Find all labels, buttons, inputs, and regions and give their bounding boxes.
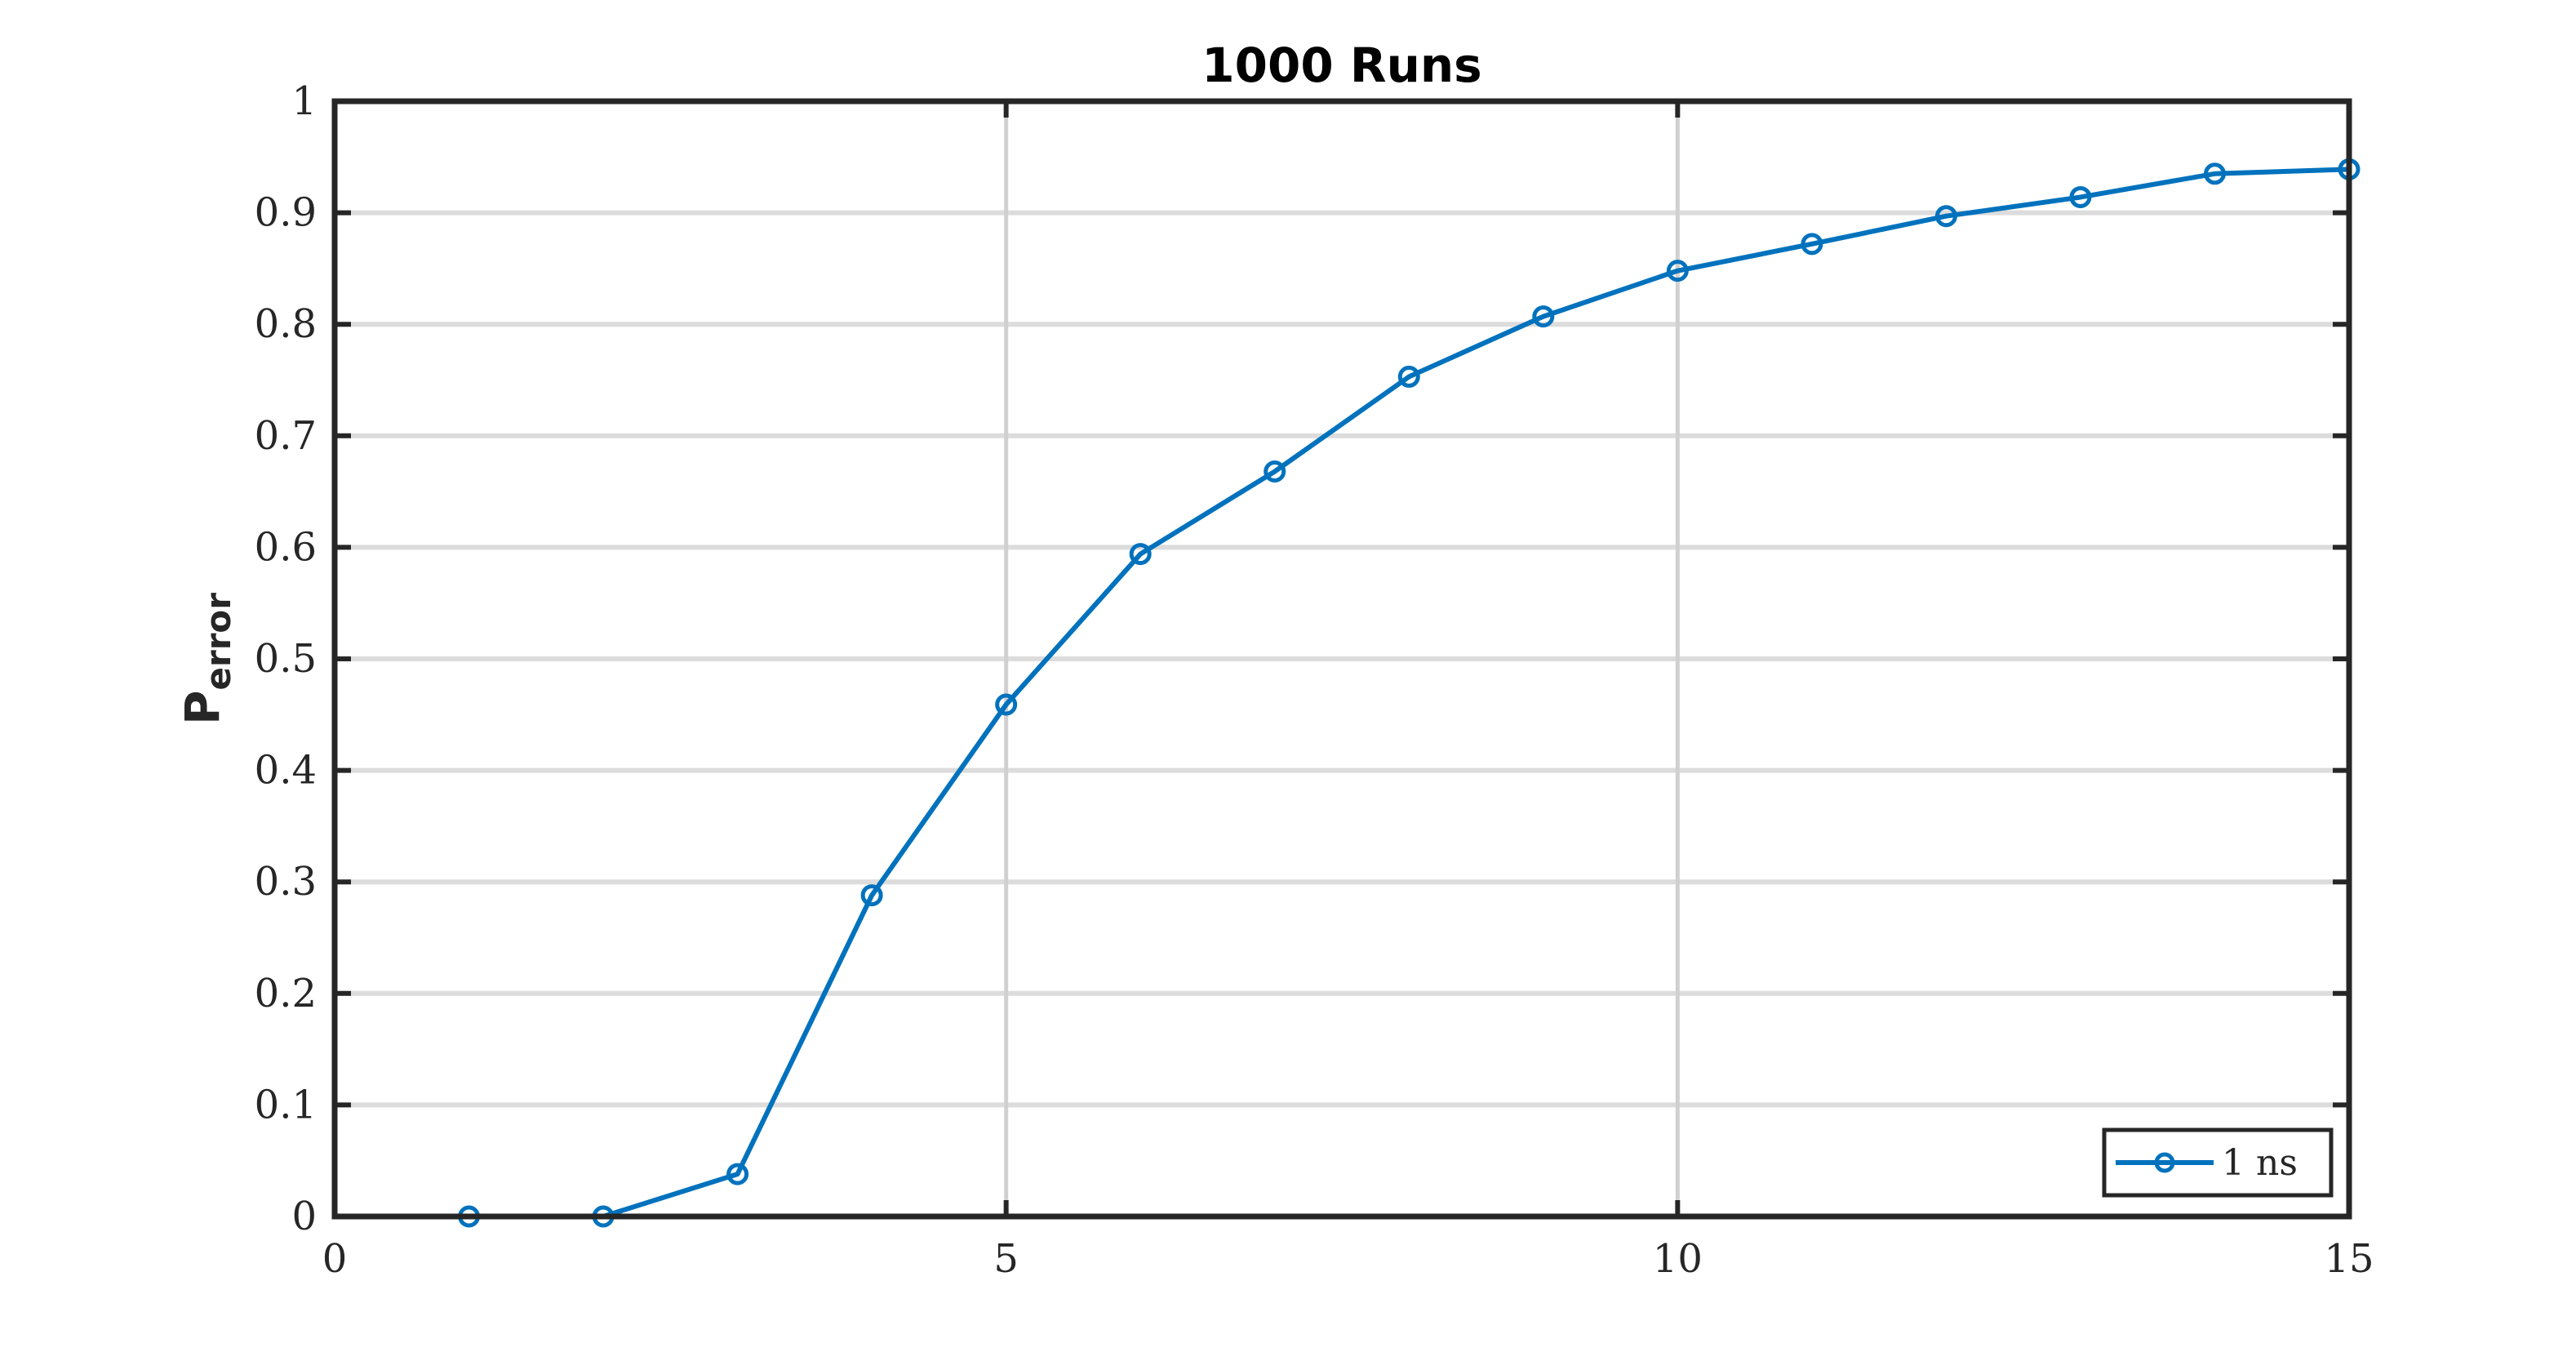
- y-tick-label: 0.3: [255, 859, 317, 905]
- legend-entry-label: 1 ns: [2222, 1142, 2298, 1184]
- x-tick-label: 15: [2324, 1236, 2374, 1282]
- y-tick-label: 0.7: [255, 413, 317, 459]
- y-tick-label: 0.9: [255, 190, 317, 236]
- axis-ticks: [332, 99, 2352, 1219]
- x-tick-label: 5: [993, 1236, 1019, 1282]
- data-point: [860, 884, 883, 907]
- data-point: [1264, 460, 1286, 483]
- legend-marker-icon: [2154, 1152, 2175, 1173]
- x-tick-label: 10: [1653, 1236, 1703, 1282]
- series-line: [469, 167, 2350, 1219]
- y-tick-label: 0.8: [255, 301, 317, 347]
- data-point: [726, 1163, 749, 1185]
- y-tick-label: 0.4: [255, 748, 317, 794]
- grid-lines: [335, 101, 2349, 1216]
- y-tick-label: 0.6: [255, 524, 317, 570]
- data-point: [2069, 185, 2092, 208]
- data-point: [995, 693, 1018, 716]
- y-tick-label: 0.5: [255, 636, 317, 682]
- y-tick-label: 0.2: [255, 971, 317, 1016]
- legend[interactable]: 1 ns: [2102, 1127, 2334, 1198]
- data-point: [1801, 233, 1823, 256]
- data-point: [1666, 260, 1689, 282]
- y-tick-label: 1: [291, 78, 317, 124]
- y-axis-label-main: P: [175, 690, 230, 725]
- x-tick-label: 0: [322, 1236, 348, 1282]
- chart-title: 1000 Runs: [1201, 38, 1481, 93]
- y-axis-label-subscript: error: [198, 593, 238, 691]
- y-axis-label: Perror: [175, 593, 238, 725]
- data-point: [1532, 305, 1555, 328]
- data-point: [2203, 162, 2226, 185]
- data-point: [1934, 205, 1957, 228]
- y-tick-label: 0.1: [255, 1082, 317, 1127]
- y-tick-label: 0: [291, 1194, 317, 1239]
- data-point: [1129, 543, 1152, 566]
- series-layer: [458, 158, 2361, 1228]
- data-point: [1397, 365, 1420, 388]
- tick-labels: 00.10.20.30.40.50.60.70.80.910 5 10 15: [255, 78, 2374, 1282]
